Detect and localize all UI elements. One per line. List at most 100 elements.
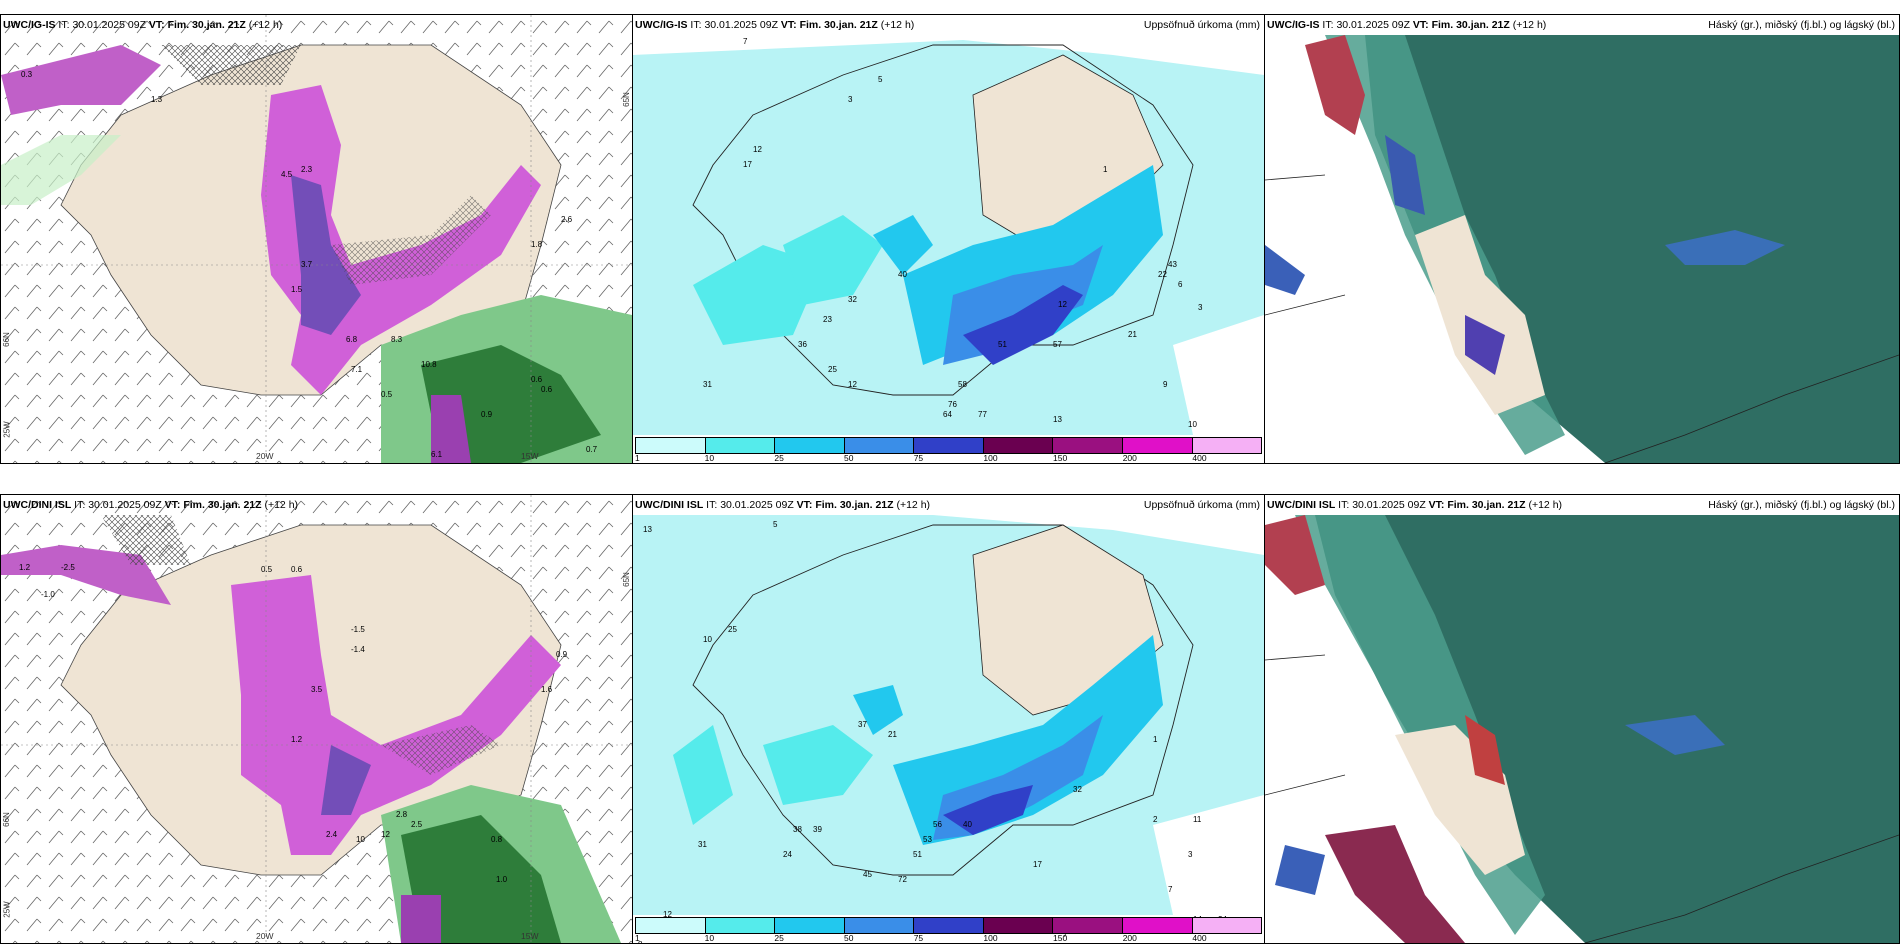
map-value-label: 11 [1193,815,1202,824]
lon-label-20w: 20W [256,931,274,941]
map-value-label: 3.7 [301,260,313,269]
map-wind-precip [1,495,632,943]
map-value-label: 25 [828,365,837,374]
map-accumulated-precip [633,35,1264,435]
panel-cloud-row2: UWC/DINI ISL IT: 30.01.2025 09Z VT: Fim.… [1264,494,1900,944]
panel-title: UWC/DINI ISL IT: 30.01.2025 09Z VT: Fim.… [3,499,299,511]
panel-right-title: Uppsöfnuð úrkoma (mm) [1143,499,1260,511]
map-value-label: 12 [381,830,390,839]
colorbar-cell [1192,918,1262,933]
map-value-label: 10.8 [421,360,437,369]
map-value-label: -2.5 [61,563,75,572]
colorbar-tick-label: 10 [704,933,715,943]
colorbar-tick-label: 50 [844,933,854,943]
map-value-label: 6 [1178,280,1183,289]
colorbar-tick-label: 75 [913,453,924,463]
colorbar-cell [1122,918,1193,933]
map-value-label: 51 [913,850,922,859]
panel-wind-precip-row2: UWC/DINI ISL IT: 30.01.2025 09Z VT: Fim.… [0,494,633,944]
map-value-label: 13 [643,525,652,534]
map-value-label: 0.6 [541,385,553,394]
colorbar-tick-label: 200 [1122,933,1137,943]
map-value-label: 0.9 [481,410,493,419]
colorbar-tick-label: 1 [635,453,640,463]
map-value-label: 43 [1168,260,1177,269]
colorbar-cell [1192,438,1262,453]
map-value-label: 7 [743,37,748,46]
map-value-label: 8 [638,940,642,943]
map-value-label: 0.5 [261,565,273,574]
map-value-label: 21 [1128,330,1137,339]
map-value-label: 23 [823,315,832,324]
map-value-label: 1 [1153,735,1158,744]
map-value-label: 32 [848,295,857,304]
map-value-label: 36 [798,340,807,349]
colorbar: 1 10 25 50 75 100 150 200 400 [633,435,1264,463]
map-value-label: 76 [948,400,957,409]
lat-label-right: 65N [621,92,631,107]
panel-right-title: Háský (gr.), miðský (fj.bl.) og lágský (… [1708,499,1895,511]
map-value-label: 2 [1153,815,1158,824]
colorbar-tick-label: 150 [1053,453,1068,463]
map-value-label: 2.8 [396,810,408,819]
map-value-label: 24 [783,850,792,859]
colorbar-tick-label: 50 [844,453,854,463]
lat-label-right: 65N [621,572,631,587]
map-value-label: 10 [1188,420,1197,429]
map-value-label: 40 [898,270,907,279]
colorbar-cells [635,437,1262,454]
map-value-label: 31 [698,840,707,849]
map-value-label: 31 [703,380,712,389]
map-value-label: 6.8 [346,335,358,344]
panel-title: UWC/IG-IS IT: 30.01.2025 09Z VT: Fim. 30… [3,19,283,31]
map-value-label: 77 [978,410,987,419]
map-value-label: 2.4 [326,830,338,839]
colorbar-tick-label: 75 [913,933,924,943]
map-value-label: 1.6 [541,685,553,694]
colorbar-cell [844,438,915,453]
map-value-label: 2.6 [561,215,573,224]
map-value-label: 7 [1063,930,1068,939]
panel-title: UWC/IG-IS IT: 30.01.2025 09Z VT: Fim. 30… [1267,19,1547,31]
map-value-label: 8.3 [391,335,403,344]
map-value-label: 13 [1053,415,1062,424]
map-value-label: 3.5 [311,685,323,694]
map-value-label: 40 [963,820,972,829]
colorbar-cell [983,438,1054,453]
panel-title: UWC/DINI ISL IT: 30.01.2025 09Z VT: Fim.… [1267,499,1563,511]
panel-wind-precip-row1: UWC/IG-IS IT: 30.01.2025 09Z VT: Fim. 30… [0,14,633,464]
colorbar-cell [636,918,706,933]
colorbar-tick-label: 25 [774,453,784,463]
lat-label-bottom: 25W [2,901,12,918]
colorbar: 1 10 25 50 75 100 150 200 400 [633,915,1264,943]
colorbar-cell [705,918,776,933]
map-value-label: 1.3 [151,95,163,104]
map-value-label: 21 [888,730,897,739]
map-value-label: 37 [858,720,867,729]
lon-label-15w: 15W [521,451,539,461]
map-value-label: -1.0 [41,590,55,599]
panel-title: UWC/DINI ISL IT: 30.01.2025 09Z VT: Fim.… [635,499,931,511]
colorbar-tick-label: 10 [704,453,715,463]
map-cloud-layers [1265,35,1899,463]
map-value-label: 3 [1198,303,1203,312]
map-value-label: 53 [923,835,932,844]
map-value-label: 17 [743,160,752,169]
colorbar-cell [983,918,1054,933]
colorbar-cell [1053,438,1123,453]
colorbar-cell [1122,438,1193,453]
map-value-label: -1.5 [351,625,365,634]
map-value-label: 2.5 [411,820,423,829]
lon-label-15w: 15W [521,931,539,941]
panel-accum-precip-row1: UWC/IG-IS IT: 30.01.2025 09Z VT: Fim. 30… [632,14,1265,464]
colorbar-ticks: 1 10 25 50 75 100 150 200 400 [635,453,1262,463]
map-value-label: 72 [898,875,907,884]
colorbar-cell [636,438,706,453]
map-value-label: 57 [1053,340,1062,349]
panel-right-title: Háský (gr.), miðský (fj.bl.) og lágský (… [1708,19,1895,31]
map-value-label: 12 [1058,300,1067,309]
map-value-label: 25 [728,625,737,634]
map-accumulated-precip [633,515,1264,915]
map-value-label: 2.3 [301,165,313,174]
colorbar-tick-label: 1 [635,933,640,943]
